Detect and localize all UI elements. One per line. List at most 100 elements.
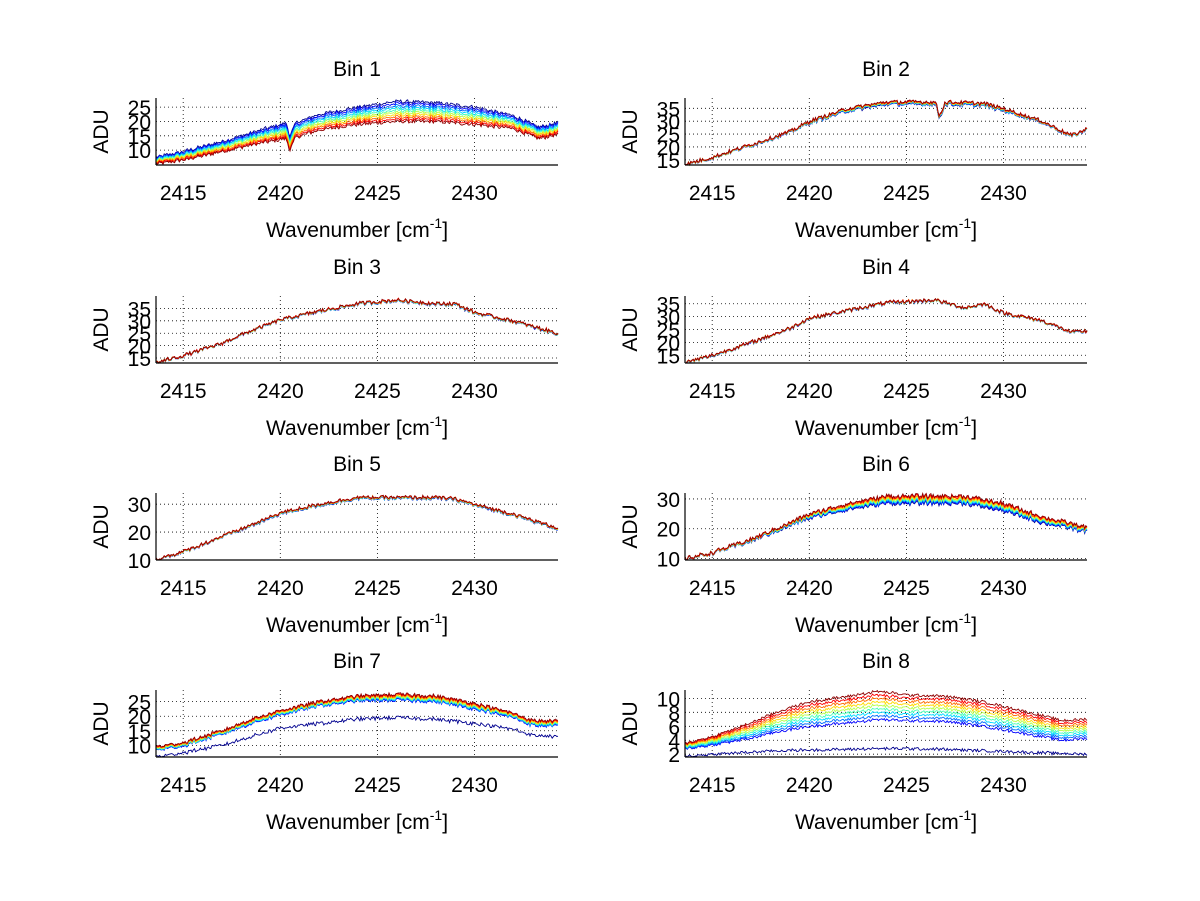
x-tick-label: 2415 xyxy=(689,577,736,600)
y-axis-label: ADU xyxy=(619,109,642,153)
x-tick-label: 2415 xyxy=(160,182,207,205)
x-tick-label: 2420 xyxy=(786,380,833,403)
x-tick-label: 2425 xyxy=(354,774,401,797)
series-group xyxy=(684,492,1088,561)
x-tick-label: 2415 xyxy=(689,774,736,797)
x-tick-label: 2420 xyxy=(257,380,304,403)
x-tick-label: 2430 xyxy=(980,380,1027,403)
y-tick-label: 20 xyxy=(657,332,680,355)
y-tick-label: 30 xyxy=(128,494,151,517)
series-line-5 xyxy=(155,107,559,161)
x-tick-label: 2415 xyxy=(160,577,207,600)
x-axis-label-superscript: -1 xyxy=(959,413,972,429)
y-tick-label: 20 xyxy=(128,111,151,134)
y-tick-label: 35 xyxy=(657,294,680,317)
series-line-6 xyxy=(156,694,559,750)
y-tick-label: 20 xyxy=(128,336,151,359)
series-line-10 xyxy=(155,298,559,364)
x-tick-label: 2425 xyxy=(354,577,401,600)
x-tick-label: 2415 xyxy=(160,380,207,403)
x-axis-label-main: Wavenumber [cm xyxy=(795,417,959,440)
x-tick-label: 2425 xyxy=(883,774,930,797)
x-axis-label-main: Wavenumber [cm xyxy=(795,614,959,637)
x-axis-label-superscript: -1 xyxy=(959,610,972,626)
x-axis-label: Wavenumber [cm-1] xyxy=(266,807,448,834)
y-tick-label: 30 xyxy=(128,311,151,334)
series-line-10 xyxy=(684,297,1088,364)
series-line-1 xyxy=(684,746,1088,758)
subplot-bin-5: 2415 2420 2425 2430 10 20 30 Bin 5 Wavenumber [c… xyxy=(90,453,559,637)
x-axis-label: Wavenumber [cm-1] xyxy=(795,215,977,242)
series-line-3 xyxy=(155,103,559,161)
x-tick-label: 2425 xyxy=(354,380,401,403)
x-tick-label: 2430 xyxy=(451,577,498,600)
y-tick-label: 35 xyxy=(657,98,680,121)
series-line-4 xyxy=(684,711,1088,749)
x-tick-label: 2420 xyxy=(786,182,833,205)
x-tick-label: 2415 xyxy=(689,380,736,403)
series-line-10 xyxy=(155,691,559,748)
y-tick-label: 30 xyxy=(657,307,680,330)
x-axis-label-superscript: -1 xyxy=(959,807,972,823)
x-tick-label: 2420 xyxy=(786,774,833,797)
series-line-10 xyxy=(155,494,559,561)
series-line-10 xyxy=(684,99,1088,166)
x-axis-label: Wavenumber [cm-1] xyxy=(795,610,977,637)
x-axis-label-superscript: -1 xyxy=(430,413,443,429)
x-axis-label-main: Wavenumber [cm xyxy=(266,219,430,242)
series-line-7 xyxy=(155,112,559,163)
series-line-2 xyxy=(155,101,559,159)
series-group xyxy=(684,689,1088,758)
x-axis-label: Wavenumber [cm-1] xyxy=(795,807,977,834)
series-line-1 xyxy=(155,714,559,758)
series-line-5 xyxy=(684,707,1088,749)
x-axis-label: Wavenumber [cm-1] xyxy=(266,413,448,440)
y-tick-label: 25 xyxy=(128,323,151,346)
x-axis-label-superscript: -1 xyxy=(430,215,443,231)
subplot-title: Bin 6 xyxy=(862,453,910,476)
y-tick-label: 2 xyxy=(668,744,680,767)
series-line-4 xyxy=(155,105,559,161)
y-tick-label: 25 xyxy=(657,124,680,147)
series-line-8 xyxy=(155,114,559,164)
y-tick-label: 25 xyxy=(128,97,151,120)
subplot-bin-6: 2415 2420 2425 2430 10 20 30 Bin 6 Wavenumber [c… xyxy=(619,453,1088,637)
y-tick-label: 15 xyxy=(128,348,151,371)
y-axis-label: ADU xyxy=(619,504,642,548)
series-line-6 xyxy=(155,110,559,163)
y-tick-label: 10 xyxy=(657,688,680,711)
x-axis-label-main: Wavenumber [cm xyxy=(795,219,959,242)
y-tick-label: 10 xyxy=(128,140,151,163)
x-tick-label: 2425 xyxy=(354,182,401,205)
x-tick-label: 2430 xyxy=(980,577,1027,600)
x-axis-label-superscript: -1 xyxy=(430,807,443,823)
x-axis-label-end: ] xyxy=(442,811,448,834)
series-line-6 xyxy=(684,703,1088,748)
y-tick-label: 20 xyxy=(657,519,680,542)
x-tick-label: 2425 xyxy=(883,380,930,403)
x-axis-label: Wavenumber [cm-1] xyxy=(795,413,977,440)
y-axis-label: ADU xyxy=(90,307,113,351)
x-tick-label: 2420 xyxy=(257,774,304,797)
x-tick-label: 2430 xyxy=(980,774,1027,797)
x-axis-label-end: ] xyxy=(971,614,977,637)
y-tick-label: 30 xyxy=(657,111,680,134)
x-tick-label: 2425 xyxy=(883,577,930,600)
x-axis-label-end: ] xyxy=(971,417,977,440)
y-axis-label: ADU xyxy=(90,701,113,745)
y-tick-label: 20 xyxy=(657,137,680,160)
x-tick-label: 2430 xyxy=(451,380,498,403)
x-tick-label: 2415 xyxy=(689,182,736,205)
x-axis-label-end: ] xyxy=(442,417,448,440)
x-tick-label: 2420 xyxy=(786,577,833,600)
subplot-title: Bin 3 xyxy=(333,256,381,279)
series-line-8 xyxy=(684,696,1088,746)
y-axis-label: ADU xyxy=(619,307,642,351)
x-tick-label: 2430 xyxy=(980,182,1027,205)
x-tick-label: 2420 xyxy=(257,577,304,600)
